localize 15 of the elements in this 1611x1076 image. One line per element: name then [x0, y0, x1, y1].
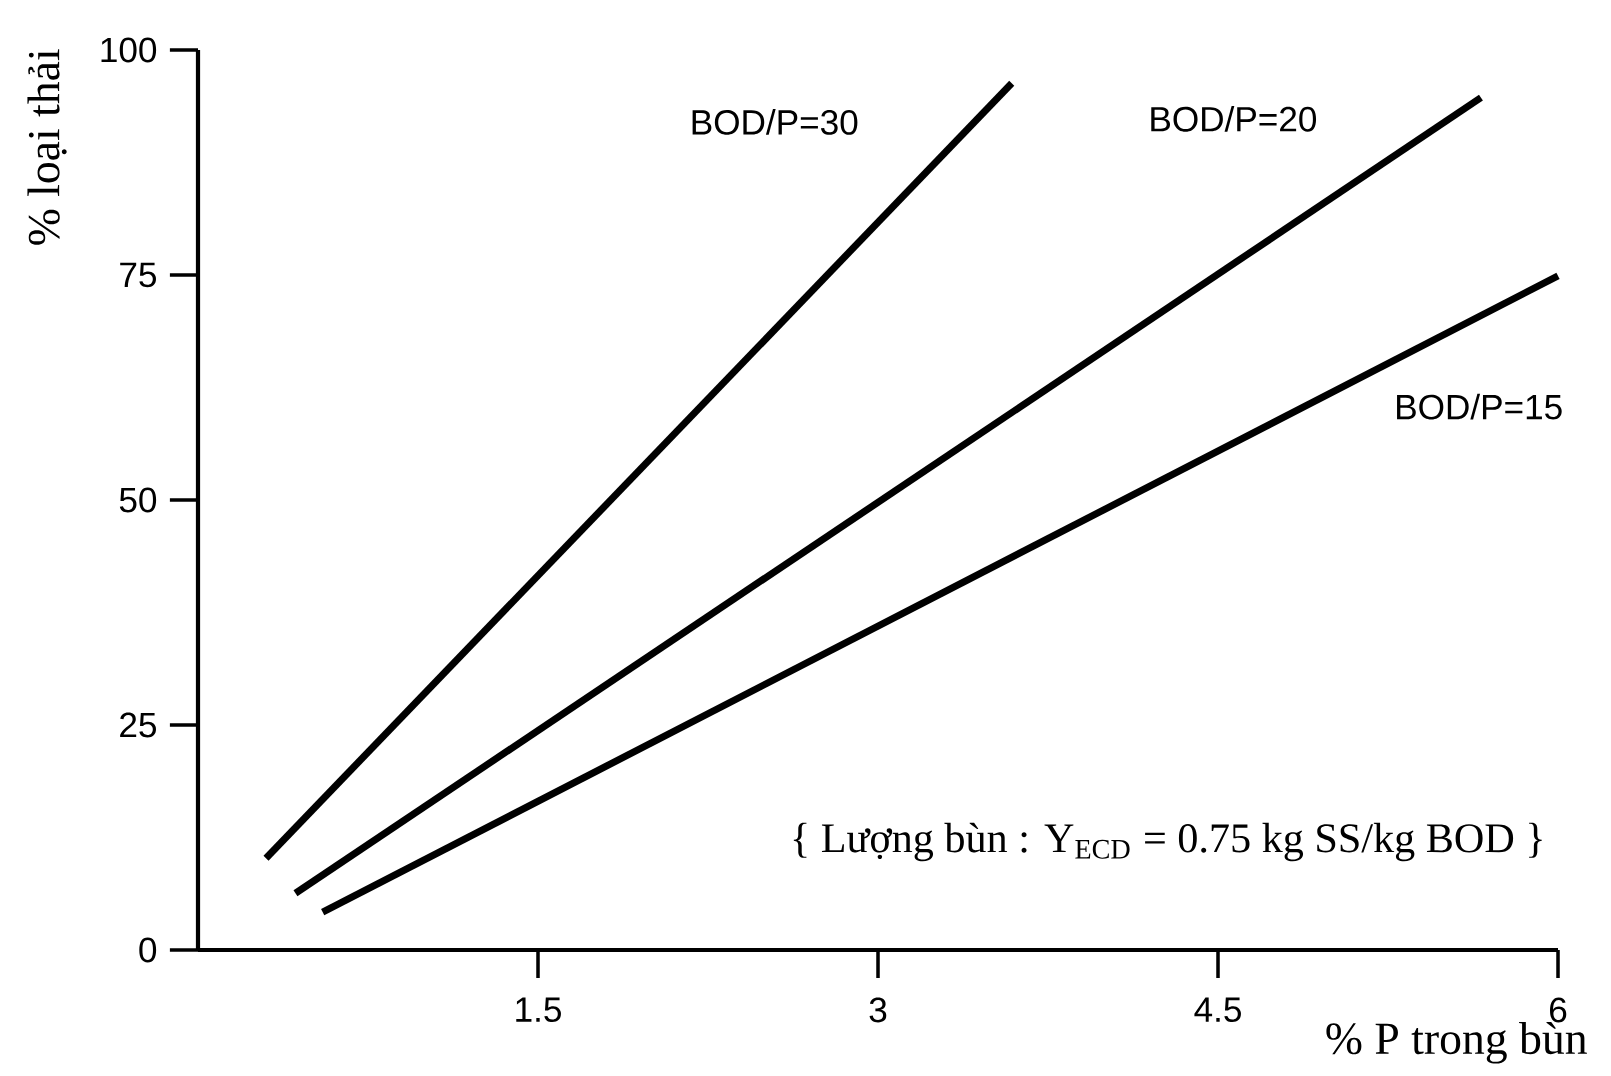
- series-label: BOD/P=15: [1397, 393, 1562, 420]
- annotation: { Lượng bùn : Y$_{ECD}$ = 0.75 kg SS/kg BOD }: [793, 822, 1542, 862]
- x-axis-title: % P trong bùn: [1326, 1021, 1587, 1064]
- y-tick-label: 25: [120, 712, 156, 738]
- x-tick-label: 1.5: [516, 997, 561, 1023]
- y-axis-title: % loại thải: [27, 49, 67, 245]
- y-tick-label: 100: [101, 37, 157, 63]
- x-tick-label: 6: [1550, 997, 1567, 1023]
- x-tick-label: 3: [869, 997, 887, 1023]
- y-tick-label: 50: [119, 487, 157, 513]
- x-tick-label: 4.5: [1194, 997, 1241, 1023]
- series-label: BOD/P=20: [1151, 105, 1317, 132]
- text: BOD/P=30: [692, 109, 858, 135]
- y-tick-label: 0: [139, 937, 157, 963]
- y-tick-label: 75: [120, 262, 156, 288]
